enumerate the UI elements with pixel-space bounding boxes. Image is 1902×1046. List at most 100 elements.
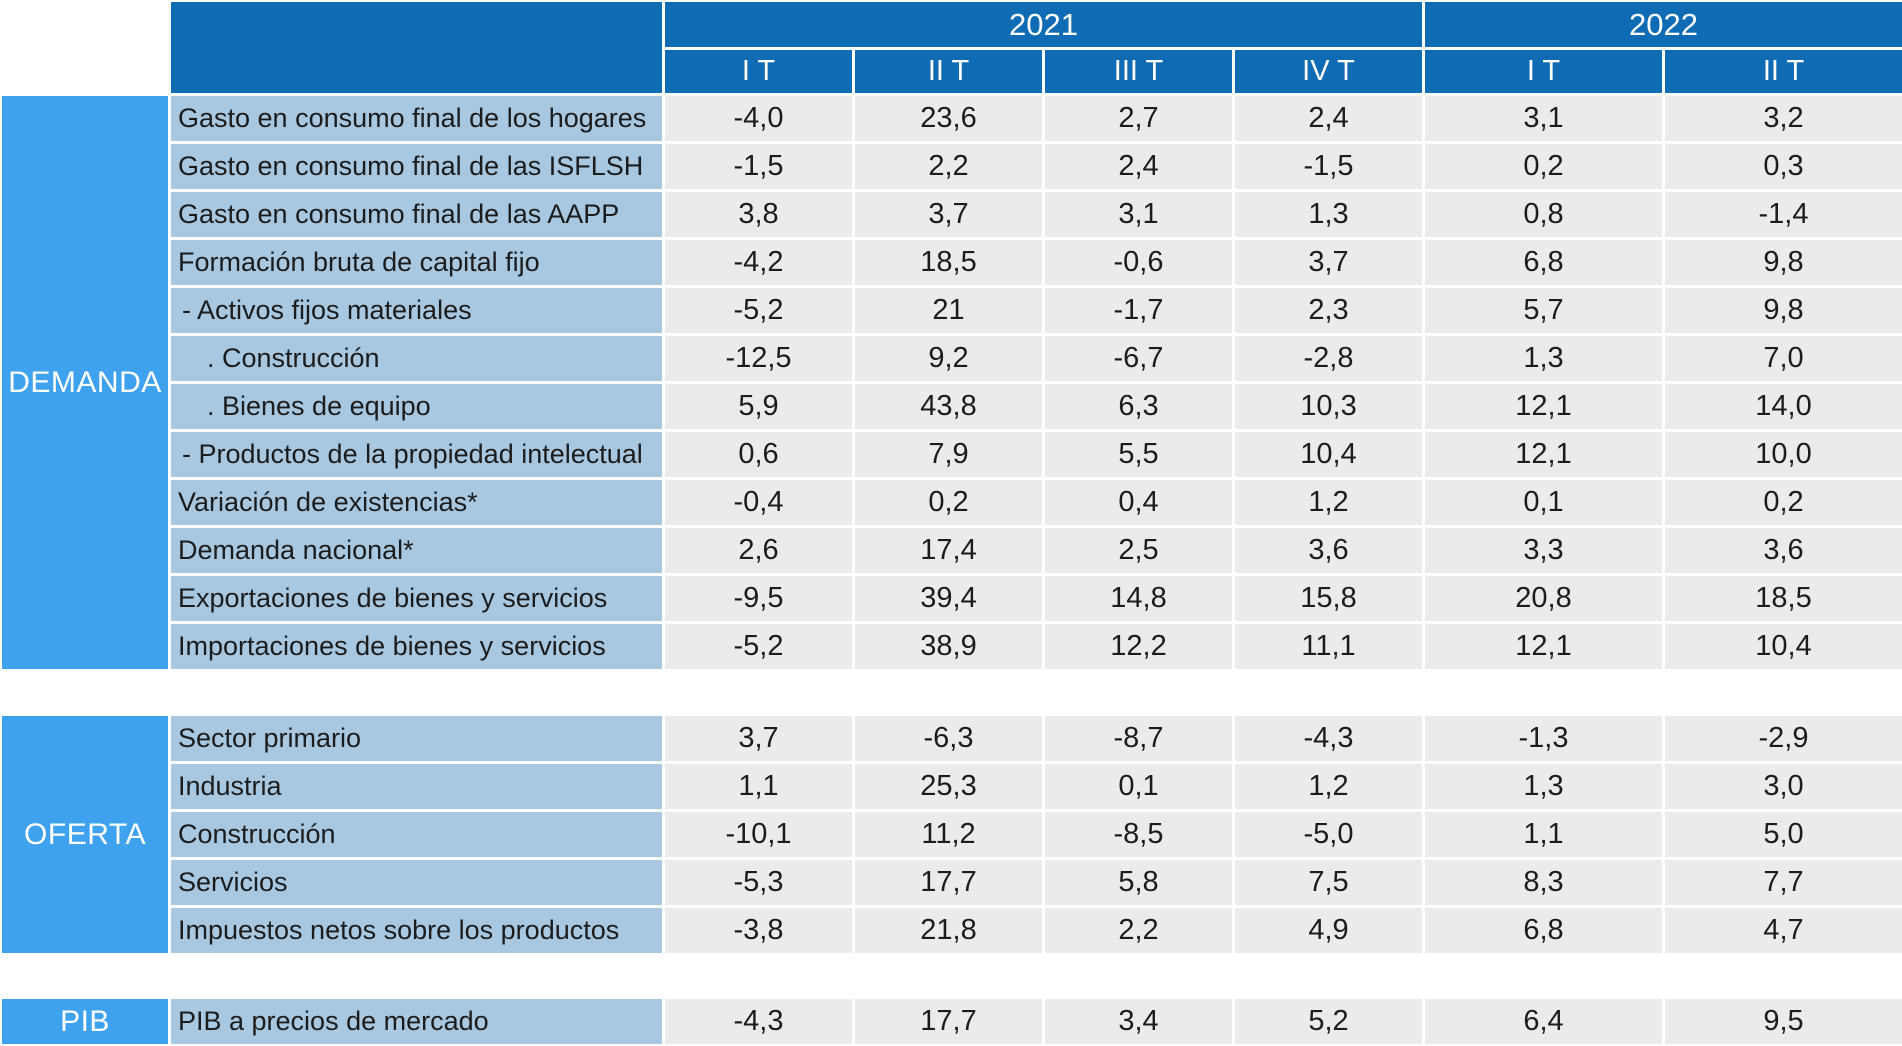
value-cell: 1,3 xyxy=(1425,336,1662,381)
year-header-2022: 2022 xyxy=(1425,2,1902,47)
quarter-header-2022-q2: II T xyxy=(1665,50,1902,93)
value-cell: -0,6 xyxy=(1045,240,1232,285)
row-label: Construcción xyxy=(171,812,662,857)
value-cell: -8,7 xyxy=(1045,716,1232,761)
value-cell: 15,8 xyxy=(1235,576,1422,621)
value-cell: -5,0 xyxy=(1235,812,1422,857)
value-cell: 4,7 xyxy=(1665,908,1902,953)
quarter-header-2022-q1: I T xyxy=(1425,50,1662,93)
value-cell: 14,8 xyxy=(1045,576,1232,621)
value-cell: 12,2 xyxy=(1045,624,1232,669)
value-cell: 21,8 xyxy=(855,908,1042,953)
value-cell: 2,2 xyxy=(855,144,1042,189)
value-cell: -5,3 xyxy=(665,860,852,905)
value-cell: 17,4 xyxy=(855,528,1042,573)
value-cell: 6,4 xyxy=(1425,999,1662,1044)
value-cell: 5,7 xyxy=(1425,288,1662,333)
section-label-oferta: OFERTA xyxy=(2,716,168,953)
quarter-header-2021-q4: IV T xyxy=(1235,50,1422,93)
row-label: Impuestos netos sobre los productos xyxy=(171,908,662,953)
value-cell: 2,4 xyxy=(1235,96,1422,141)
value-cell: 0,2 xyxy=(855,480,1042,525)
value-cell: 0,3 xyxy=(1665,144,1902,189)
value-cell: 21 xyxy=(855,288,1042,333)
value-cell: 18,5 xyxy=(855,240,1042,285)
value-cell: -5,2 xyxy=(665,624,852,669)
value-cell: -9,5 xyxy=(665,576,852,621)
value-cell: 3,1 xyxy=(1045,192,1232,237)
value-cell: 7,7 xyxy=(1665,860,1902,905)
value-cell: 9,8 xyxy=(1665,288,1902,333)
value-cell: -1,5 xyxy=(665,144,852,189)
value-cell: 2,6 xyxy=(665,528,852,573)
value-cell: -1,5 xyxy=(1235,144,1422,189)
value-cell: 9,2 xyxy=(855,336,1042,381)
value-cell: 10,4 xyxy=(1235,432,1422,477)
value-cell: 0,6 xyxy=(665,432,852,477)
value-cell: 18,5 xyxy=(1665,576,1902,621)
value-cell: 5,2 xyxy=(1235,999,1422,1044)
row-label: Gasto en consumo final de los hogares xyxy=(171,96,662,141)
value-cell: 1,1 xyxy=(1425,812,1662,857)
value-cell: -4,2 xyxy=(665,240,852,285)
value-cell: 7,5 xyxy=(1235,860,1422,905)
value-cell: 10,4 xyxy=(1665,624,1902,669)
value-cell: 3,0 xyxy=(1665,764,1902,809)
value-cell: 5,9 xyxy=(665,384,852,429)
row-label: Variación de existencias* xyxy=(171,480,662,525)
value-cell: 0,4 xyxy=(1045,480,1232,525)
value-cell: 39,4 xyxy=(855,576,1042,621)
value-cell: 3,4 xyxy=(1045,999,1232,1044)
value-cell: 12,1 xyxy=(1425,624,1662,669)
value-cell: 3,7 xyxy=(855,192,1042,237)
value-cell: -1,3 xyxy=(1425,716,1662,761)
row-label: - Activos fijos materiales xyxy=(171,288,662,333)
label-column-header xyxy=(171,2,662,93)
row-label: Importaciones de bienes y servicios xyxy=(171,624,662,669)
value-cell: 11,1 xyxy=(1235,624,1422,669)
value-cell: 3,6 xyxy=(1665,528,1902,573)
value-cell: 6,8 xyxy=(1425,908,1662,953)
value-cell: 1,3 xyxy=(1235,192,1422,237)
row-label: Gasto en consumo final de las AAPP xyxy=(171,192,662,237)
row-label: Formación bruta de capital fijo xyxy=(171,240,662,285)
value-cell: -0,4 xyxy=(665,480,852,525)
value-cell: 3,6 xyxy=(1235,528,1422,573)
value-cell: 1,1 xyxy=(665,764,852,809)
value-cell: 17,7 xyxy=(855,999,1042,1044)
value-cell: 1,3 xyxy=(1425,764,1662,809)
value-cell: 7,0 xyxy=(1665,336,1902,381)
value-cell: 3,3 xyxy=(1425,528,1662,573)
value-cell: 3,8 xyxy=(665,192,852,237)
row-label: Demanda nacional* xyxy=(171,528,662,573)
value-cell: 2,2 xyxy=(1045,908,1232,953)
quarter-header-2021-q3: III T xyxy=(1045,50,1232,93)
value-cell: -1,7 xyxy=(1045,288,1232,333)
value-cell: -2,8 xyxy=(1235,336,1422,381)
value-cell: 9,8 xyxy=(1665,240,1902,285)
value-cell: 6,3 xyxy=(1045,384,1232,429)
value-cell: 7,9 xyxy=(855,432,1042,477)
value-cell: 38,9 xyxy=(855,624,1042,669)
value-cell: 14,0 xyxy=(1665,384,1902,429)
value-cell: 3,1 xyxy=(1425,96,1662,141)
value-cell: -12,5 xyxy=(665,336,852,381)
value-cell: 12,1 xyxy=(1425,384,1662,429)
value-cell: 10,0 xyxy=(1665,432,1902,477)
value-cell: -6,7 xyxy=(1045,336,1232,381)
value-cell: 3,7 xyxy=(1235,240,1422,285)
value-cell: 8,3 xyxy=(1425,860,1662,905)
value-cell: 2,5 xyxy=(1045,528,1232,573)
value-cell: 3,2 xyxy=(1665,96,1902,141)
value-cell: 0,2 xyxy=(1425,144,1662,189)
value-cell: 25,3 xyxy=(855,764,1042,809)
section-label-demanda: DEMANDA xyxy=(2,96,168,669)
value-cell: -3,8 xyxy=(665,908,852,953)
value-cell: 0,1 xyxy=(1425,480,1662,525)
row-label: Gasto en consumo final de las ISFLSH xyxy=(171,144,662,189)
value-cell: -4,0 xyxy=(665,96,852,141)
row-label: Sector primario xyxy=(171,716,662,761)
value-cell: -5,2 xyxy=(665,288,852,333)
